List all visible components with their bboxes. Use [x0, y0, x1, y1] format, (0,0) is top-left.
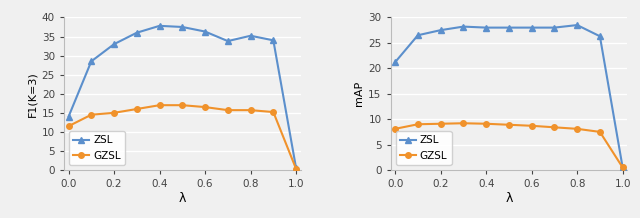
Legend: ZSL, GZSL: ZSL, GZSL	[69, 131, 125, 165]
ZSL	[156, 24, 163, 27]
GZSL	[65, 125, 72, 128]
GZSL	[179, 104, 186, 106]
ZSL	[573, 24, 581, 26]
GZSL	[292, 168, 300, 170]
GZSL	[247, 109, 255, 111]
X-axis label: λ: λ	[179, 192, 186, 205]
ZSL	[179, 26, 186, 28]
GZSL	[224, 109, 232, 111]
ZSL	[436, 29, 444, 31]
ZSL	[596, 35, 604, 37]
ZSL	[88, 60, 95, 63]
GZSL	[133, 108, 141, 110]
GZSL	[88, 113, 95, 116]
GZSL	[391, 128, 399, 130]
X-axis label: λ: λ	[505, 192, 513, 205]
ZSL	[110, 43, 118, 46]
GZSL	[596, 131, 604, 133]
GZSL	[156, 104, 163, 106]
GZSL	[460, 122, 467, 124]
GZSL	[550, 126, 558, 129]
ZSL	[292, 167, 300, 169]
ZSL	[65, 115, 72, 118]
ZSL	[247, 34, 255, 37]
ZSL	[619, 166, 627, 169]
Line: GZSL: GZSL	[66, 102, 299, 172]
ZSL	[224, 40, 232, 42]
ZSL	[391, 61, 399, 63]
GZSL	[414, 123, 422, 126]
Line: ZSL: ZSL	[66, 23, 299, 171]
GZSL	[269, 111, 277, 113]
ZSL	[528, 26, 536, 29]
GZSL	[483, 123, 490, 125]
Y-axis label: F1(K=3): F1(K=3)	[28, 71, 38, 117]
GZSL	[528, 124, 536, 127]
ZSL	[201, 30, 209, 33]
GZSL	[436, 123, 444, 125]
Legend: ZSL, GZSL: ZSL, GZSL	[396, 131, 451, 165]
ZSL	[550, 26, 558, 29]
ZSL	[505, 26, 513, 29]
ZSL	[414, 34, 422, 37]
GZSL	[573, 128, 581, 130]
GZSL	[505, 123, 513, 126]
ZSL	[269, 39, 277, 42]
GZSL	[619, 166, 627, 169]
Line: GZSL: GZSL	[392, 121, 625, 170]
GZSL	[110, 112, 118, 114]
Line: ZSL: ZSL	[392, 22, 625, 170]
GZSL	[201, 106, 209, 108]
ZSL	[483, 26, 490, 29]
ZSL	[133, 31, 141, 34]
Y-axis label: mAP: mAP	[354, 81, 364, 106]
ZSL	[460, 25, 467, 28]
